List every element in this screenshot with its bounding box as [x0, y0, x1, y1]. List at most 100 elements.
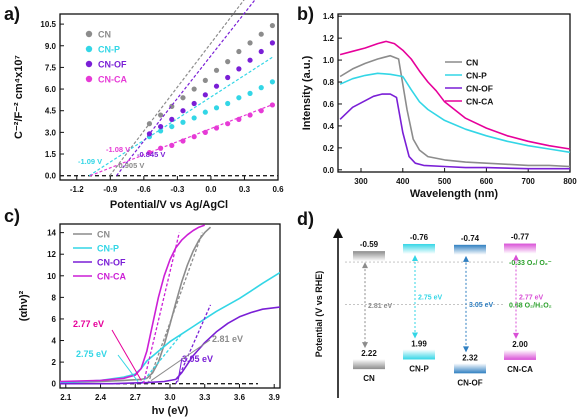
panel-c-x-tick-label: 2.1	[60, 393, 72, 402]
panel-a-legend-marker-cn	[85, 30, 93, 38]
panel-b-letter: b)	[297, 4, 314, 24]
panel-b-y-tick-label: 1.2	[323, 34, 335, 43]
panel-a-point-cn-ca	[247, 112, 253, 118]
panel-d-cb-value-cn: -0.59	[360, 240, 379, 249]
panel-a-point-cn-ca	[146, 149, 153, 156]
panel-a-x-tick-label: -1.2	[70, 185, 84, 194]
panel-a-point-cn	[236, 48, 242, 55]
panel-d-axis-arrowhead	[333, 228, 343, 238]
panel-a-legend-marker-cn-ca	[85, 75, 93, 83]
panel-b-x-axis-title: Wavelength (nm)	[410, 188, 499, 200]
panel-a-point-cn	[269, 22, 276, 29]
panel-a-point-cn	[158, 112, 164, 118]
panel-c-bandgap-label: 2.81 eV	[212, 334, 243, 344]
panel-d-gap-arrowhead-down-cn-of	[463, 346, 469, 353]
panel-c-bandgap-label: 2.75 eV	[76, 349, 107, 359]
panel-c-y-axis-title: (αhν)²	[18, 290, 30, 321]
panel-a-x-axis-title: Potential/V vs Ag/AgCl	[110, 199, 228, 211]
panel-d-gap-arrowhead-down-cn-ca	[513, 332, 519, 339]
panel-a-point-cn-p	[258, 85, 264, 91]
panel-b-x-tick-label: 600	[480, 177, 494, 186]
panel-a-legend-label-cn-ca: CN-CA	[98, 75, 127, 85]
panel-b-legend-label-cn-p: CN-P	[466, 71, 487, 81]
panel-c-fit-line-cn-of	[175, 304, 212, 384]
panel-c-arrow-cn	[150, 339, 211, 382]
panel-b-y-axis-title: Intensity (a.u.)	[301, 55, 313, 130]
panel-c-arrow-cnof	[177, 357, 183, 382]
panel-b-x-tick-label: 500	[438, 177, 452, 186]
panel-a-point-cn-p	[247, 90, 253, 96]
panel-a-point-cn-ca	[225, 121, 231, 127]
panel-c-y-tick-label: 12	[47, 250, 56, 259]
panel-c-x-tick-label: 3.9	[269, 393, 281, 402]
panel-c-legend-label-cn-ca: CN-CA	[97, 272, 126, 282]
panel-a-point-cn-ca	[269, 102, 276, 108]
panel-b-y-tick-label: 0.8	[323, 78, 335, 87]
panel-b-series-line-cn-p	[339, 72, 571, 154]
panel-c-x-tick-label: 3.3	[199, 393, 211, 402]
panel-d-vb-band-cn-ca	[504, 349, 536, 360]
panel-a-point-cn	[258, 31, 264, 37]
panel-d-gap-arrowhead-up-cn-ca	[513, 254, 519, 261]
panel-a-point-cn-of	[269, 40, 276, 46]
panel-b-x-tick-label: 300	[354, 177, 368, 186]
panel-a-fit-line-cn-of	[116, 0, 256, 177]
panel-a-y-axis-title: C⁻²/F⁻² cm⁴x10⁷	[13, 55, 25, 139]
panel-c-series-line-cn-ca	[60, 224, 205, 383]
panel-c-x-tick-label: 3.0	[164, 393, 176, 402]
panel-d-gap-label-cn-ca: 2.77 eV	[519, 295, 543, 302]
panel-c-legend-label-cn: CN	[97, 230, 110, 240]
panel-a-point-cn-p	[269, 79, 276, 85]
panel-a-point-cn-ca	[191, 134, 197, 140]
panel-a-intercept-label: -1.08 V	[106, 145, 130, 154]
panel-d-reference-label: -0.33 O₂/ O₂⁻	[509, 260, 552, 267]
panel-a-point-cn	[191, 86, 197, 92]
panel-d-material-label-cn-of: CN-OF	[457, 378, 482, 387]
panel-c-legend-label-cn-p: CN-P	[97, 244, 119, 254]
panel-a-point-cn-p	[225, 100, 231, 107]
panel-a-y-tick-label: 9.0	[45, 42, 57, 51]
panel-a-point-cn-ca	[180, 138, 186, 144]
panel-b-y-tick-label: 1.4	[323, 12, 335, 21]
panel-c-arrow-cnp	[117, 354, 139, 382]
panel-b-legend-label-cn-ca: CN-CA	[466, 97, 493, 107]
panel-a-point-cn-of	[158, 123, 164, 130]
panel-d-gap-arrowhead-up-cn-p	[412, 254, 418, 261]
panel-a-legend-marker-cn-p	[85, 45, 93, 53]
panel-b-x-tick-label: 400	[396, 177, 410, 186]
panel-a-point-cn	[225, 59, 231, 65]
panel-a-point-cn-of	[225, 74, 231, 81]
panel-a-y-tick-label: 10.5	[40, 20, 56, 29]
panel-a-point-cn-p	[236, 95, 242, 101]
panel-c-series-line-cn-of	[60, 306, 280, 385]
panel-c-fit-line-cn-p	[140, 333, 183, 385]
panel-c-arrow-ca	[111, 329, 142, 381]
panel-d-vb-band-cn	[353, 359, 385, 370]
panel-a-point-cn	[146, 121, 153, 127]
panel-a-point-cn-of	[202, 92, 208, 98]
panel-a-y-tick-label: 7.5	[45, 63, 57, 72]
panel-d-gap-arrowhead-up-cn	[362, 262, 368, 269]
panel-b-y-tick-label: 0.4	[323, 122, 335, 131]
panel-a-point-cn-of	[247, 57, 253, 63]
panel-a-point-cn	[247, 40, 253, 46]
panel-a-point-cn-ca	[158, 145, 164, 151]
panel-c-series-line-cn	[60, 226, 212, 384]
panel-a-legend-marker-cn-of	[85, 60, 93, 68]
panel-d-vb-value-cn-ca: 2.00	[512, 340, 528, 349]
panel-a-point-cn-p	[158, 128, 164, 134]
panel-c-x-axis-title: hν (eV)	[152, 405, 189, 417]
panel-d-material-label-cn: CN	[363, 374, 375, 383]
panel-d-gap-arrowhead-down-cn-p	[412, 332, 418, 339]
panel-a-legend-label-cn-p: CN-P	[98, 45, 120, 55]
panel-c-y-tick-label: 6	[52, 315, 57, 324]
panel-c-y-tick-label: 0	[52, 380, 57, 389]
panel-c-tauc-plot: 2.1 2.4 2.7 3.0 3.3 3.6 3.9 0 2 4 6 8 10 12 14 hν (eV) (…	[18, 223, 281, 417]
panel-b-x-tick-label: 700	[522, 177, 536, 186]
panel-d-gap-label-cn: 2.81 eV	[368, 303, 392, 310]
panel-d-cb-value-cn-of: -0.74	[461, 234, 480, 243]
panel-d-gap-arrowhead-up-cn-of	[463, 255, 469, 262]
panel-d-vb-band-cn-of	[454, 363, 486, 374]
